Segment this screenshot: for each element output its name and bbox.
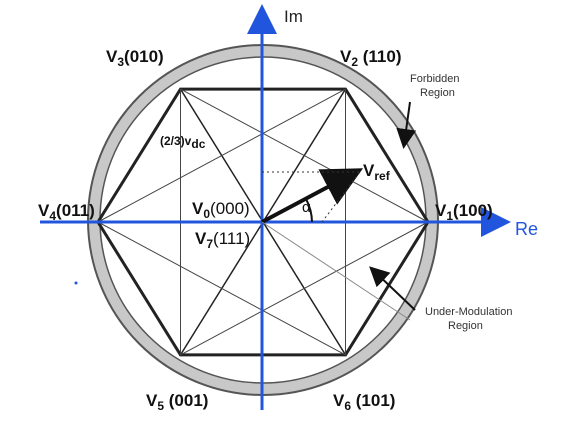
vector-label: V6 (101) — [333, 391, 395, 413]
vref-label: Vref — [363, 161, 391, 183]
under-modulation-label: Under-Modulation Region — [425, 306, 512, 332]
vector-label: V4(011) — [38, 201, 95, 223]
forbidden-label: Forbidden Region — [410, 73, 460, 99]
chord — [180, 88, 429, 223]
code: (001) — [164, 391, 208, 410]
subscript: 0 — [203, 207, 210, 221]
chord — [97, 221, 346, 356]
alpha-label: α — [302, 199, 311, 216]
subscript: 7 — [206, 237, 213, 251]
vref-arrow — [261, 168, 364, 224]
subscript: 4 — [49, 209, 56, 223]
dot — [74, 281, 78, 285]
edge-label: (2/3)vdc — [160, 134, 206, 151]
code: (110) — [358, 47, 401, 66]
vector-label: V3(010) — [106, 47, 164, 69]
subscript: 2 — [351, 55, 358, 69]
symbol: V — [146, 391, 158, 410]
symbol: V — [195, 229, 207, 248]
angle-arc — [305, 198, 313, 223]
code: (100) — [453, 201, 493, 220]
code: (111) — [213, 229, 250, 248]
symbol: V — [38, 201, 50, 220]
subscript: 3 — [117, 55, 124, 69]
symbol: V — [192, 199, 204, 218]
vector-label: V5 (001) — [146, 391, 208, 413]
arrow — [369, 266, 416, 311]
dotted-line — [321, 171, 361, 223]
vector-label: V1(100) — [435, 201, 493, 223]
subscript: 1 — [446, 209, 453, 223]
symbol: V — [333, 391, 345, 410]
chord — [180, 221, 429, 356]
symbol: V — [340, 47, 352, 66]
code: (010) — [124, 47, 164, 66]
arrow — [396, 101, 417, 149]
im-label: Im — [284, 7, 303, 26]
subscript: 5 — [157, 399, 164, 413]
vector-label: V0(000) — [192, 199, 250, 221]
code: (000) — [210, 199, 250, 218]
symbol: V — [106, 47, 118, 66]
code: (011) — [56, 201, 95, 220]
chord — [97, 88, 346, 223]
vector-label: V2 (110) — [340, 47, 402, 69]
symbol: V — [435, 201, 447, 220]
thin-line — [261, 221, 411, 321]
vector-label: V7(111) — [195, 229, 250, 251]
code: (101) — [351, 391, 395, 410]
subscript: 6 — [344, 399, 351, 413]
re-label: Re — [515, 219, 538, 239]
